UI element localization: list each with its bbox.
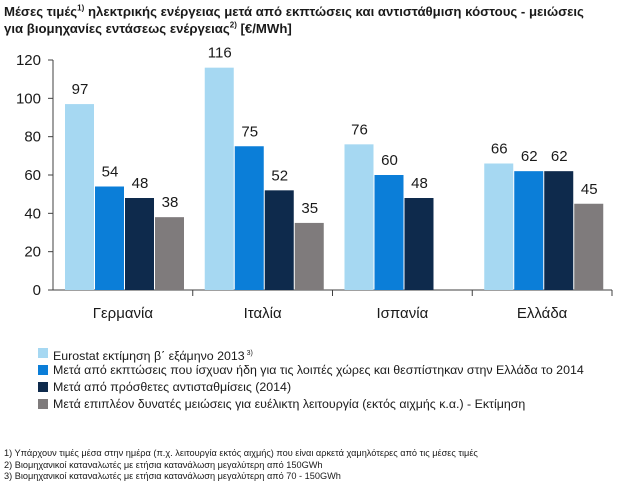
bar (404, 198, 434, 290)
title-footnote-ref-2: 2) (229, 20, 237, 30)
bar (234, 146, 264, 290)
y-tick-label: 40 (24, 205, 41, 222)
bar (294, 222, 324, 290)
bar-data-label: 35 (301, 200, 318, 217)
footnote-1: 1) Υπάρχουν τιμές μέσα στην ημέρα (π.χ. … (4, 448, 478, 458)
bar-data-label: 75 (241, 123, 258, 140)
bar (95, 186, 124, 290)
bar-data-label: 60 (381, 152, 398, 169)
bar (544, 171, 574, 290)
title-footnote-ref-1: 1) (77, 3, 85, 13)
y-axis: 0 20 40 60 80 100 120 (16, 52, 54, 299)
y-tick-label: 0 (33, 282, 41, 299)
x-category-label: Γερμανία (93, 305, 154, 322)
bar-data-label: 97 (72, 81, 89, 98)
legend-item: Μετά από πρόσθετες αντισταθμίσεις (2014) (38, 379, 623, 396)
bar (125, 198, 154, 290)
title-text-2a: για βιομηχανίες εντάσεως ενέργειας (4, 21, 230, 36)
data-labels: 97 54 48 38 116 75 52 35 76 60 48 66 62 62 45 (72, 45, 598, 217)
bar (65, 104, 94, 290)
y-tick-label: 120 (16, 52, 41, 69)
bar (514, 171, 544, 290)
x-category-label: Ελλάδα (517, 305, 568, 322)
bar-data-label: 45 (581, 181, 598, 198)
y-tick-label: 100 (16, 90, 41, 107)
bar (155, 217, 184, 290)
bar-data-label: 52 (271, 167, 288, 184)
legend-label: Eurostat εκτίμηση β΄ εξάμηνο 2013 3) (53, 349, 253, 364)
x-category-label: Ισπανία (377, 305, 429, 322)
title-text-2b: [€/MWh] (236, 21, 292, 36)
bar (264, 190, 294, 290)
x-axis: Γερμανία Ιταλία Ισπανία Ελλάδα (53, 289, 613, 322)
legend-item: Eurostat εκτίμηση β΄ εξάμηνο 2013 3) (38, 345, 623, 364)
chart-title-line-2: για βιομηχανίες εντάσεως ενέργειας2) [€/… (4, 20, 622, 37)
bar-data-label: 116 (208, 45, 232, 62)
bar-data-label: 66 (491, 141, 508, 158)
legend-swatch (38, 382, 48, 392)
legend-swatch (38, 348, 48, 358)
bar-data-label: 76 (351, 121, 368, 138)
legend-swatch (38, 399, 48, 409)
bar (204, 67, 234, 291)
footnotes: 1) Υπάρχουν τιμές μέσα στην ημέρα (π.χ. … (4, 448, 622, 483)
legend-item: Μετά από εκπτώσεις που ίσχυαν ήδη για τι… (38, 362, 623, 379)
bar-data-label: 48 (411, 175, 428, 192)
legend-label: Μετά από πρόσθετες αντισταθμίσεις (2014) (53, 380, 292, 394)
bar (484, 163, 514, 290)
bar-chart: 0 20 40 60 80 100 120 Γερμανία Ιταλία Ισπανία Ελλ… (16, 45, 613, 322)
y-tick-label: 80 (24, 129, 41, 146)
legend-label: Μετά επιπλέον δυνατές μειώσεις για ευέλι… (53, 397, 526, 411)
bar-data-label: 62 (521, 148, 538, 165)
footnote-2: 2) Βιομηχανικοί καταναλωτές με ετήσια κα… (4, 459, 323, 470)
bar-data-label: 48 (132, 175, 149, 192)
legend-label: Μετά από εκπτώσεις που ίσχυαν ήδη για τι… (53, 363, 584, 377)
title-text-1b: ηλεκτρικής ενέργειας μετά από εκπτώσεις … (84, 4, 584, 19)
bar (574, 203, 604, 290)
footnote-3: 3) Βιομηχανικοί καταναλωτές με ετήσια κα… (4, 471, 341, 481)
x-category-label: Ιταλία (244, 305, 282, 322)
chart-title-line-1: Μέσες τιμές1) ηλεκτρικής ενέργειας μετά … (4, 3, 622, 20)
y-tick-label: 20 (24, 244, 41, 261)
legend: Eurostat εκτίμηση β΄ εξάμηνο 2013 3) Μετά… (38, 345, 623, 413)
bar-data-label: 38 (162, 194, 179, 211)
legend-item: Μετά επιπλέον δυνατές μειώσεις για ευέλι… (38, 396, 623, 413)
bar (374, 175, 404, 290)
bar-data-label: 62 (551, 148, 568, 165)
title-text-1a: Μέσες τιμές (4, 4, 78, 19)
chart-title: Μέσες τιμές1) ηλεκτρικής ενέργειας μετά … (4, 3, 622, 37)
legend-footnote-ref: 3) (244, 350, 253, 357)
y-tick-label: 60 (24, 167, 41, 184)
bars (65, 67, 604, 291)
bar-data-label: 54 (102, 164, 119, 181)
bar (344, 144, 374, 290)
legend-swatch (38, 365, 48, 375)
